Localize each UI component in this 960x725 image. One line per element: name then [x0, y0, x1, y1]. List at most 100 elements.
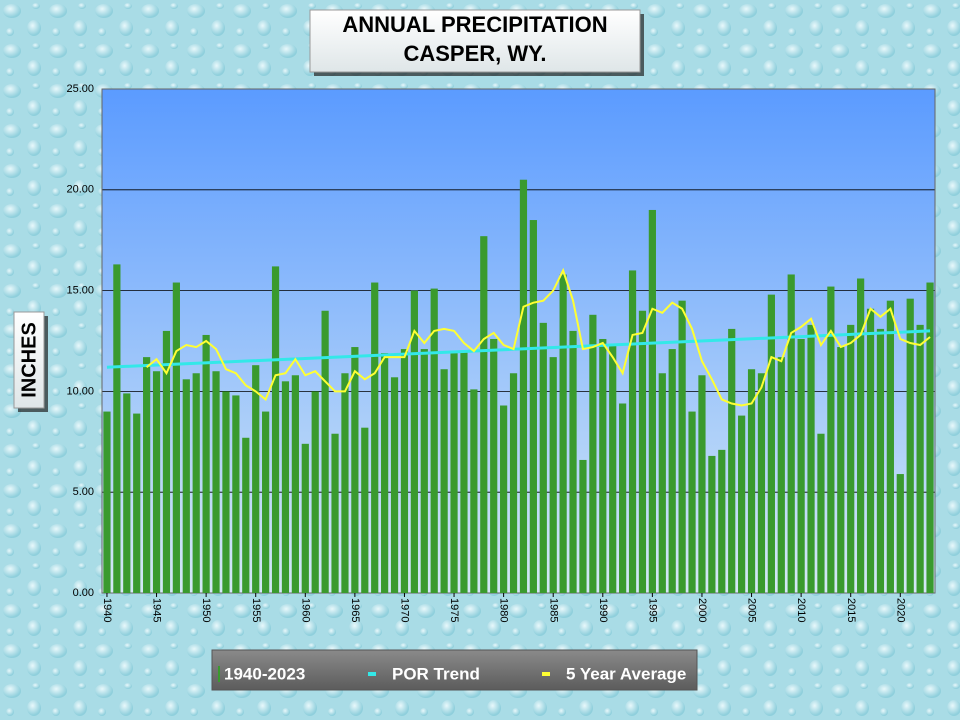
legend-label: 5 Year Average [566, 664, 686, 683]
bar [876, 328, 885, 593]
bar [549, 357, 557, 593]
bar [182, 379, 190, 593]
bar [420, 349, 428, 593]
bar [698, 375, 706, 593]
bar [390, 377, 399, 593]
bar [817, 433, 825, 593]
plot-area [102, 89, 935, 593]
bar [430, 288, 438, 593]
x-tick-label: 1975 [448, 598, 460, 622]
bar [628, 270, 637, 593]
line [145, 267, 931, 407]
bar [103, 411, 111, 593]
x-tick-label: 1985 [547, 598, 559, 622]
x-tick-label: 2005 [746, 598, 758, 622]
bar [331, 433, 339, 593]
x-tick-label: 1950 [200, 598, 212, 622]
bar [599, 338, 607, 593]
x-tick-label: 2000 [696, 598, 708, 622]
bar [490, 338, 498, 593]
bar [847, 324, 855, 593]
bar [410, 290, 418, 593]
bar [133, 413, 141, 593]
bar [896, 474, 904, 593]
x-tick-label: 1980 [498, 598, 510, 622]
x-tick-label: 1940 [101, 598, 113, 622]
bar [212, 371, 220, 593]
x-tick-label: 1970 [399, 598, 411, 622]
bar [589, 314, 597, 593]
bar [777, 357, 785, 593]
bar [361, 427, 369, 593]
y-tick-label: 15.00 [66, 285, 94, 297]
legend-swatch [218, 666, 220, 682]
y-tick-label: 20.00 [66, 184, 94, 196]
bar [321, 310, 329, 593]
bar [658, 373, 666, 593]
bar [509, 373, 518, 593]
x-tick-label: 2010 [795, 598, 807, 622]
bar [539, 322, 547, 593]
bar [301, 443, 309, 593]
bar [281, 381, 290, 593]
x-tick-label: 1965 [349, 598, 361, 622]
bar [827, 286, 835, 593]
bar [400, 349, 409, 593]
bar [351, 347, 359, 593]
bar [371, 282, 379, 593]
bar [738, 415, 746, 593]
x-tick-label: 1955 [250, 598, 262, 622]
bar [857, 278, 865, 593]
legend-label: 1940-2023 [224, 664, 305, 683]
plot-border [101, 88, 936, 594]
bar [271, 266, 280, 593]
bar [708, 455, 716, 593]
bar [291, 375, 299, 593]
bar [906, 298, 914, 593]
bar [619, 403, 627, 593]
bar [668, 349, 676, 593]
bar [143, 357, 151, 593]
bar [767, 294, 775, 593]
bar [787, 274, 795, 593]
y-axis-label: INCHES [18, 322, 40, 398]
bar [757, 373, 766, 593]
bar [341, 373, 349, 593]
bar [202, 334, 210, 593]
bar [162, 330, 171, 593]
bar [797, 338, 805, 593]
x-tick-label: 1990 [597, 598, 609, 622]
bar [678, 300, 686, 593]
bar [866, 308, 875, 593]
y-tick-label: 10.00 [66, 385, 94, 397]
bar [450, 353, 458, 593]
bar [688, 411, 696, 593]
legend-box [211, 649, 698, 691]
bar [152, 371, 161, 593]
y-tick-label: 0.00 [73, 587, 94, 599]
bar [460, 351, 468, 593]
bar [440, 369, 448, 593]
y-tick-label: 25.00 [66, 83, 94, 95]
x-tick-label: 1995 [646, 598, 658, 622]
bar [222, 391, 230, 593]
bar [381, 353, 389, 593]
bar [311, 391, 319, 593]
bar [172, 282, 180, 593]
legend-swatch [368, 672, 376, 676]
bar [232, 395, 240, 593]
bar [559, 274, 567, 593]
bar [519, 179, 528, 593]
bar [252, 365, 260, 593]
bar [500, 405, 508, 593]
legend-swatch [542, 672, 550, 676]
bar [807, 324, 815, 593]
chart-subtitle: CASPER, WY. [403, 41, 546, 66]
bar [728, 328, 736, 593]
bar [747, 369, 756, 593]
bar [480, 236, 488, 593]
bar [113, 264, 121, 593]
bar [837, 347, 845, 593]
bar [609, 345, 617, 593]
